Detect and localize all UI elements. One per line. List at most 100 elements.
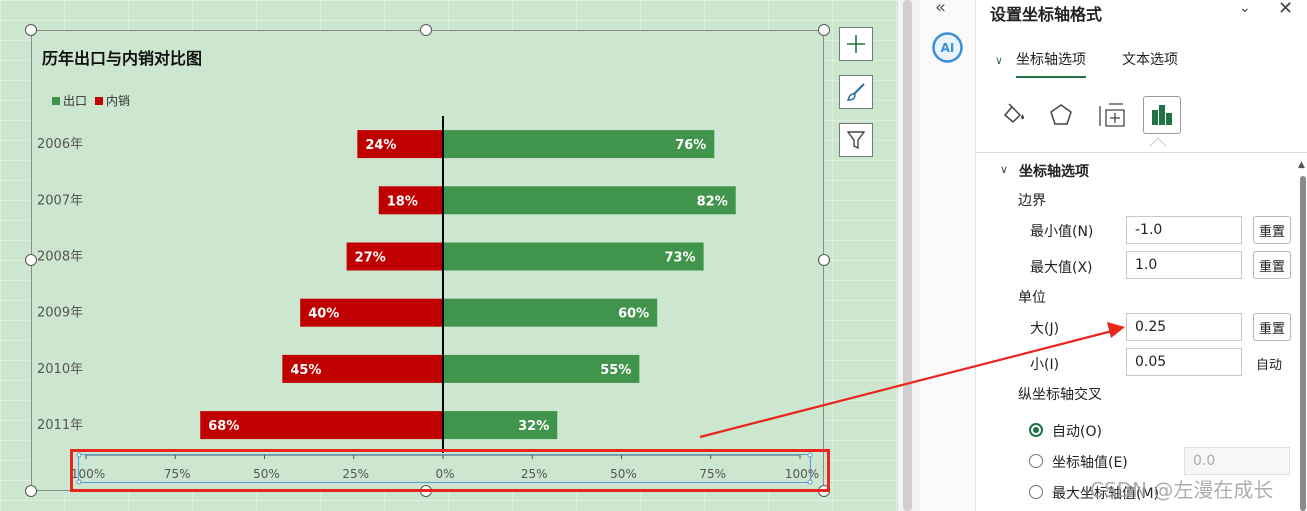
radio-cross-auto-label[interactable]: 自动(O) — [1052, 424, 1102, 440]
minor-auto-label: 自动 — [1256, 358, 1283, 373]
effects-tab[interactable] — [1042, 96, 1080, 134]
tick-label: 50% — [253, 467, 280, 481]
max-value-input[interactable] — [1126, 251, 1242, 279]
bar — [443, 354, 640, 383]
min-label: 最小值(N) — [1030, 224, 1094, 240]
units-label: 单位 — [1018, 290, 1046, 306]
resize-handle-right[interactable] — [818, 254, 830, 266]
axis-selection-handle[interactable] — [76, 452, 82, 458]
pane-title: 设置坐标轴格式 — [990, 5, 1103, 24]
bar — [443, 186, 736, 215]
watermark: CSDN @左漫在成长 — [1090, 478, 1274, 502]
minor-unit-label: 小(I) — [1030, 357, 1060, 373]
bar — [346, 242, 443, 271]
data-label: 82% — [697, 194, 728, 209]
tick-label: 75% — [164, 467, 191, 481]
pentagon-icon — [1050, 104, 1072, 125]
category-label: 2009年 — [37, 306, 83, 321]
resize-handle-bottom-left[interactable] — [25, 485, 37, 497]
bar-chart-plot[interactable]: 2006年 76% 24% 2007年 82% 18% 2008年 73% 27% 2009年 60… — [0, 0, 898, 511]
min-value-input[interactable] — [1126, 216, 1242, 244]
radio-cross-axis-value[interactable] — [1029, 454, 1043, 468]
resize-handle-left[interactable] — [25, 254, 37, 266]
bar — [443, 130, 715, 159]
bar — [357, 130, 443, 159]
resize-handle-top[interactable] — [420, 24, 432, 36]
chevron-down-icon[interactable]: ∨ — [1000, 163, 1009, 176]
category-label: 2010年 — [37, 362, 83, 377]
tick-label: 0% — [435, 467, 454, 481]
side-strip — [920, 0, 976, 511]
bar — [378, 186, 443, 215]
chart-title[interactable]: 历年出口与内销对比图 — [42, 49, 203, 68]
axis-options-tab[interactable] — [1143, 96, 1181, 134]
chart-elements-button[interactable] — [839, 27, 873, 61]
radio-cross-auto[interactable] — [1029, 423, 1043, 437]
data-label: 32% — [518, 419, 549, 434]
data-label: 76% — [675, 138, 706, 153]
bounds-label: 边界 — [1018, 193, 1046, 209]
major-unit-input[interactable] — [1126, 313, 1242, 341]
data-label: 68% — [208, 419, 239, 434]
data-label: 45% — [290, 363, 321, 378]
worksheet-scrollbar[interactable] — [903, 0, 912, 511]
chart-filters-button[interactable] — [839, 123, 873, 157]
legend-item-domestic: 内销 — [95, 92, 130, 109]
radio-cross-max[interactable] — [1029, 485, 1043, 499]
max-reset-button[interactable]: 重置 — [1253, 251, 1291, 279]
close-icon[interactable]: ✕ — [1278, 0, 1294, 19]
fill-line-tab[interactable] — [994, 96, 1032, 134]
bar-chart-icon — [1152, 105, 1172, 125]
pane-options-chevron-icon[interactable]: ⌄ — [1239, 0, 1251, 16]
section-axis-options[interactable]: 坐标轴选项 — [1019, 164, 1089, 180]
resize-handle-top-left[interactable] — [25, 24, 37, 36]
data-label: 18% — [387, 194, 418, 209]
axis-selection-handle[interactable] — [807, 479, 813, 485]
pane-scrollbar[interactable] — [1300, 176, 1306, 511]
radio-cross-axis-value-label[interactable]: 坐标轴值(E) — [1052, 455, 1128, 471]
chevron-down-icon: ∨ — [995, 54, 1004, 67]
ai-assistant-icon[interactable]: AI — [931, 31, 964, 64]
axis-cross-label: 纵坐标轴交叉 — [1018, 387, 1102, 403]
chart-styles-button[interactable] — [839, 75, 873, 109]
tick-label: 75% — [699, 467, 726, 481]
axis-selection-handle[interactable] — [76, 479, 82, 485]
radio-cross-max-label[interactable]: 最大坐标轴值(M) — [1052, 486, 1160, 502]
axis-highlight-box — [70, 449, 830, 492]
min-reset-button[interactable]: 重置 — [1253, 216, 1291, 244]
tick-label: 50% — [610, 467, 637, 481]
category-label: 2008年 — [37, 250, 83, 265]
bar — [300, 298, 443, 327]
collapse-icon[interactable]: « — [935, 0, 947, 18]
major-reset-button[interactable]: 重置 — [1253, 313, 1291, 341]
bar — [200, 411, 443, 440]
bar — [443, 298, 658, 327]
data-label: 73% — [664, 251, 695, 266]
category-label: 2006年 — [37, 137, 83, 152]
horizontal-axis-selection[interactable] — [76, 452, 813, 485]
scroll-up-icon[interactable]: ▲ — [1298, 160, 1305, 170]
ai-label: AI — [941, 41, 955, 55]
tab-axis-options[interactable]: 坐标轴选项 — [1016, 49, 1086, 78]
plus-icon — [847, 35, 865, 53]
cross-value-input[interactable] — [1184, 447, 1290, 475]
bar — [282, 354, 443, 383]
size-properties-tab[interactable] — [1093, 96, 1131, 134]
minor-unit-input[interactable] — [1126, 348, 1242, 376]
bar — [443, 242, 704, 271]
size-properties-icon — [1099, 103, 1125, 127]
resize-handle-top-right[interactable] — [818, 24, 830, 36]
chart-legend[interactable]: 出口 内销 — [52, 92, 130, 109]
data-label: 55% — [600, 363, 631, 378]
filter-icon — [846, 131, 866, 150]
legend-item-export: 出口 — [52, 92, 87, 109]
data-label: 24% — [365, 138, 396, 153]
axis-selection-handle[interactable] — [807, 452, 813, 458]
tab-text-options[interactable]: 文本选项 — [1122, 52, 1178, 68]
bar — [443, 411, 558, 440]
category-label: 2007年 — [37, 193, 83, 208]
data-label: 60% — [618, 307, 649, 322]
category-label: 2011年 — [37, 418, 83, 433]
legend-swatch-domestic — [95, 96, 104, 105]
max-label: 最大值(X) — [1030, 260, 1093, 276]
